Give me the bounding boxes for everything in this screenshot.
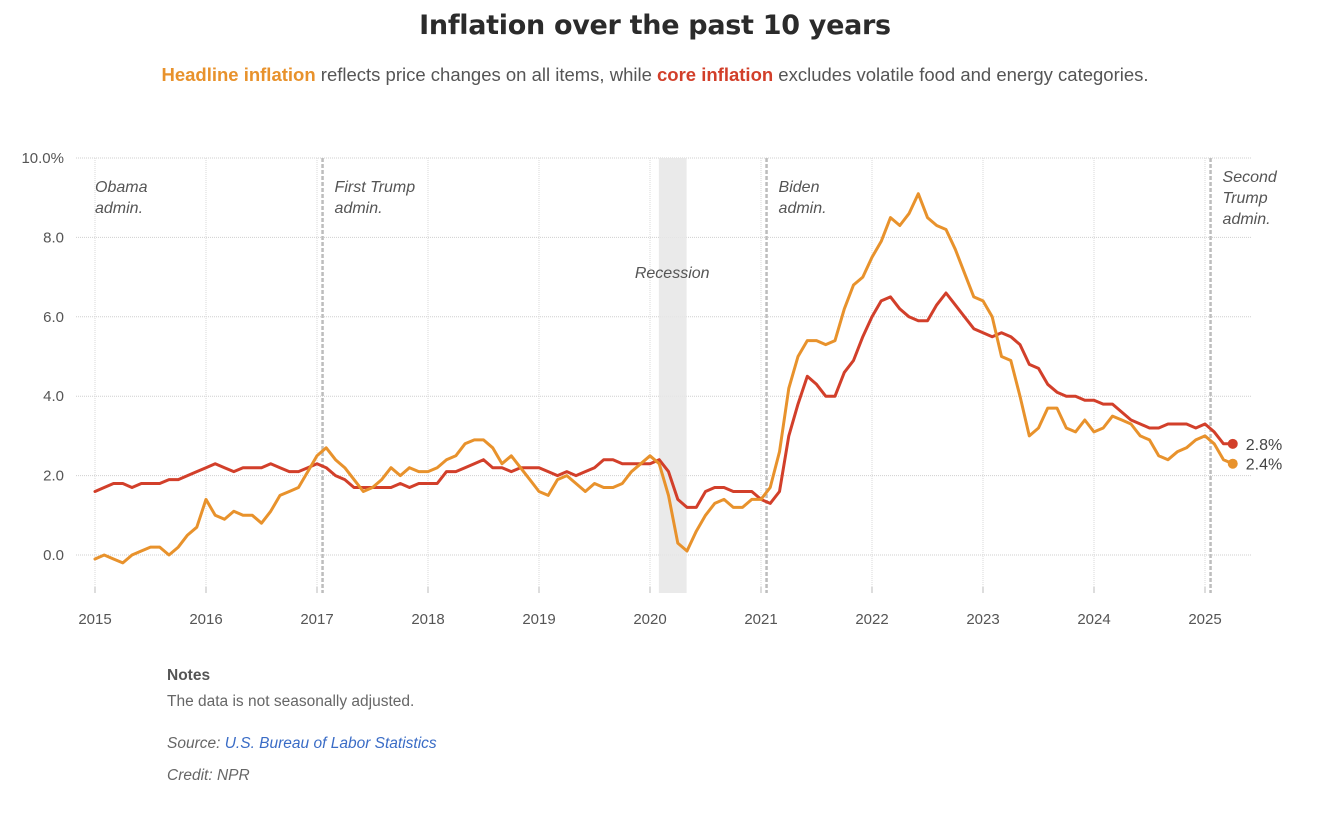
- subtitle-end-text: excludes volatile food and energy catego…: [773, 64, 1149, 85]
- credit-line: Credit: NPR: [167, 767, 250, 784]
- y-tick-label: 2.0: [43, 468, 64, 485]
- source-link[interactable]: U.S. Bureau of Labor Statistics: [224, 735, 437, 752]
- notes-heading: Notes: [167, 667, 211, 684]
- annotation-line: Second: [1223, 169, 1278, 186]
- x-tick-label: 2022: [855, 611, 888, 628]
- annotations: Obama admin. First Trump admin. Recession Bid…: [95, 169, 1278, 282]
- annotation-obama: Obama admin.: [95, 179, 148, 217]
- headline-inflation-term: Headline inflation: [161, 64, 316, 85]
- x-tick-label: 2021: [744, 611, 777, 628]
- x-tick-label: 2018: [411, 611, 444, 628]
- admin-dividers: [321, 158, 1212, 593]
- y-tick-label: 0.0: [43, 547, 64, 564]
- annotation-line: admin.: [1223, 211, 1271, 228]
- end-markers: 2.8% 2.4%: [1227, 437, 1282, 474]
- annotation-trump1: First Trump admin.: [335, 179, 416, 217]
- headline-inflation-line: [93, 192, 1235, 565]
- annotation-line: Biden: [779, 179, 820, 196]
- x-axis: 2015 2016 2017 2018 2019 2020 2021 2022 2023 2024…: [78, 587, 1222, 628]
- recession-shading: [658, 158, 687, 593]
- chart-subtitle: Headline inflation reflects price change…: [150, 60, 1160, 89]
- x-tick-label: 2020: [633, 611, 666, 628]
- annotation-biden: Biden admin.: [779, 179, 827, 217]
- annotation-line: admin.: [779, 200, 827, 217]
- x-tick-label: 2017: [300, 611, 333, 628]
- series-lines: [93, 192, 1235, 565]
- x-tick-label: 2023: [966, 611, 999, 628]
- y-tick-label: 8.0: [43, 229, 64, 246]
- y-tick-label: 10.0%: [21, 150, 64, 167]
- y-tick-label: 6.0: [43, 309, 64, 326]
- annotation-line: Trump: [1223, 190, 1268, 207]
- annotation-line: Obama: [95, 179, 148, 196]
- headline-inflation-end-marker: [1227, 458, 1238, 469]
- core-inflation-end-marker: [1227, 438, 1238, 449]
- source-label: Source:: [167, 735, 225, 752]
- annotation-line: First Trump: [335, 179, 416, 196]
- recession-band: [658, 158, 687, 593]
- annotation-line: admin.: [95, 200, 143, 217]
- core-inflation-line: [93, 291, 1235, 509]
- x-tick-label: 2025: [1188, 611, 1221, 628]
- core-inflation-term: core inflation: [657, 64, 774, 85]
- x-tick-label: 2015: [78, 611, 111, 628]
- x-tick-label: 2016: [189, 611, 222, 628]
- annotation-line: Recession: [635, 265, 710, 282]
- inflation-line-chart: 0.02.04.06.08.010.0% 2015 2016 2017 2018 201…: [21, 150, 1282, 628]
- source-line: Source: U.S. Bureau of Labor Statistics: [167, 735, 437, 753]
- headline-inflation-end-label: 2.4%: [1246, 457, 1282, 474]
- chart-title: Inflation over the past 10 years: [419, 10, 891, 41]
- annotation-trump2: Second Trump admin.: [1223, 169, 1278, 228]
- y-axis: 0.0 2.0 4.0 6.0 8.0 10.0%: [21, 150, 64, 564]
- x-tick-label: 2019: [522, 611, 555, 628]
- annotation-recession: Recession: [635, 265, 710, 282]
- notes-text: The data is not seasonally adjusted.: [167, 693, 415, 710]
- notes-section: Notes The data is not seasonally adjuste…: [167, 667, 437, 785]
- y-tick-label: 4.0: [43, 388, 64, 405]
- x-tick-label: 2024: [1077, 611, 1110, 628]
- annotation-line: admin.: [335, 200, 383, 217]
- core-inflation-end-label: 2.8%: [1246, 437, 1282, 454]
- subtitle-mid-text: reflects price changes on all items, whi…: [315, 64, 658, 85]
